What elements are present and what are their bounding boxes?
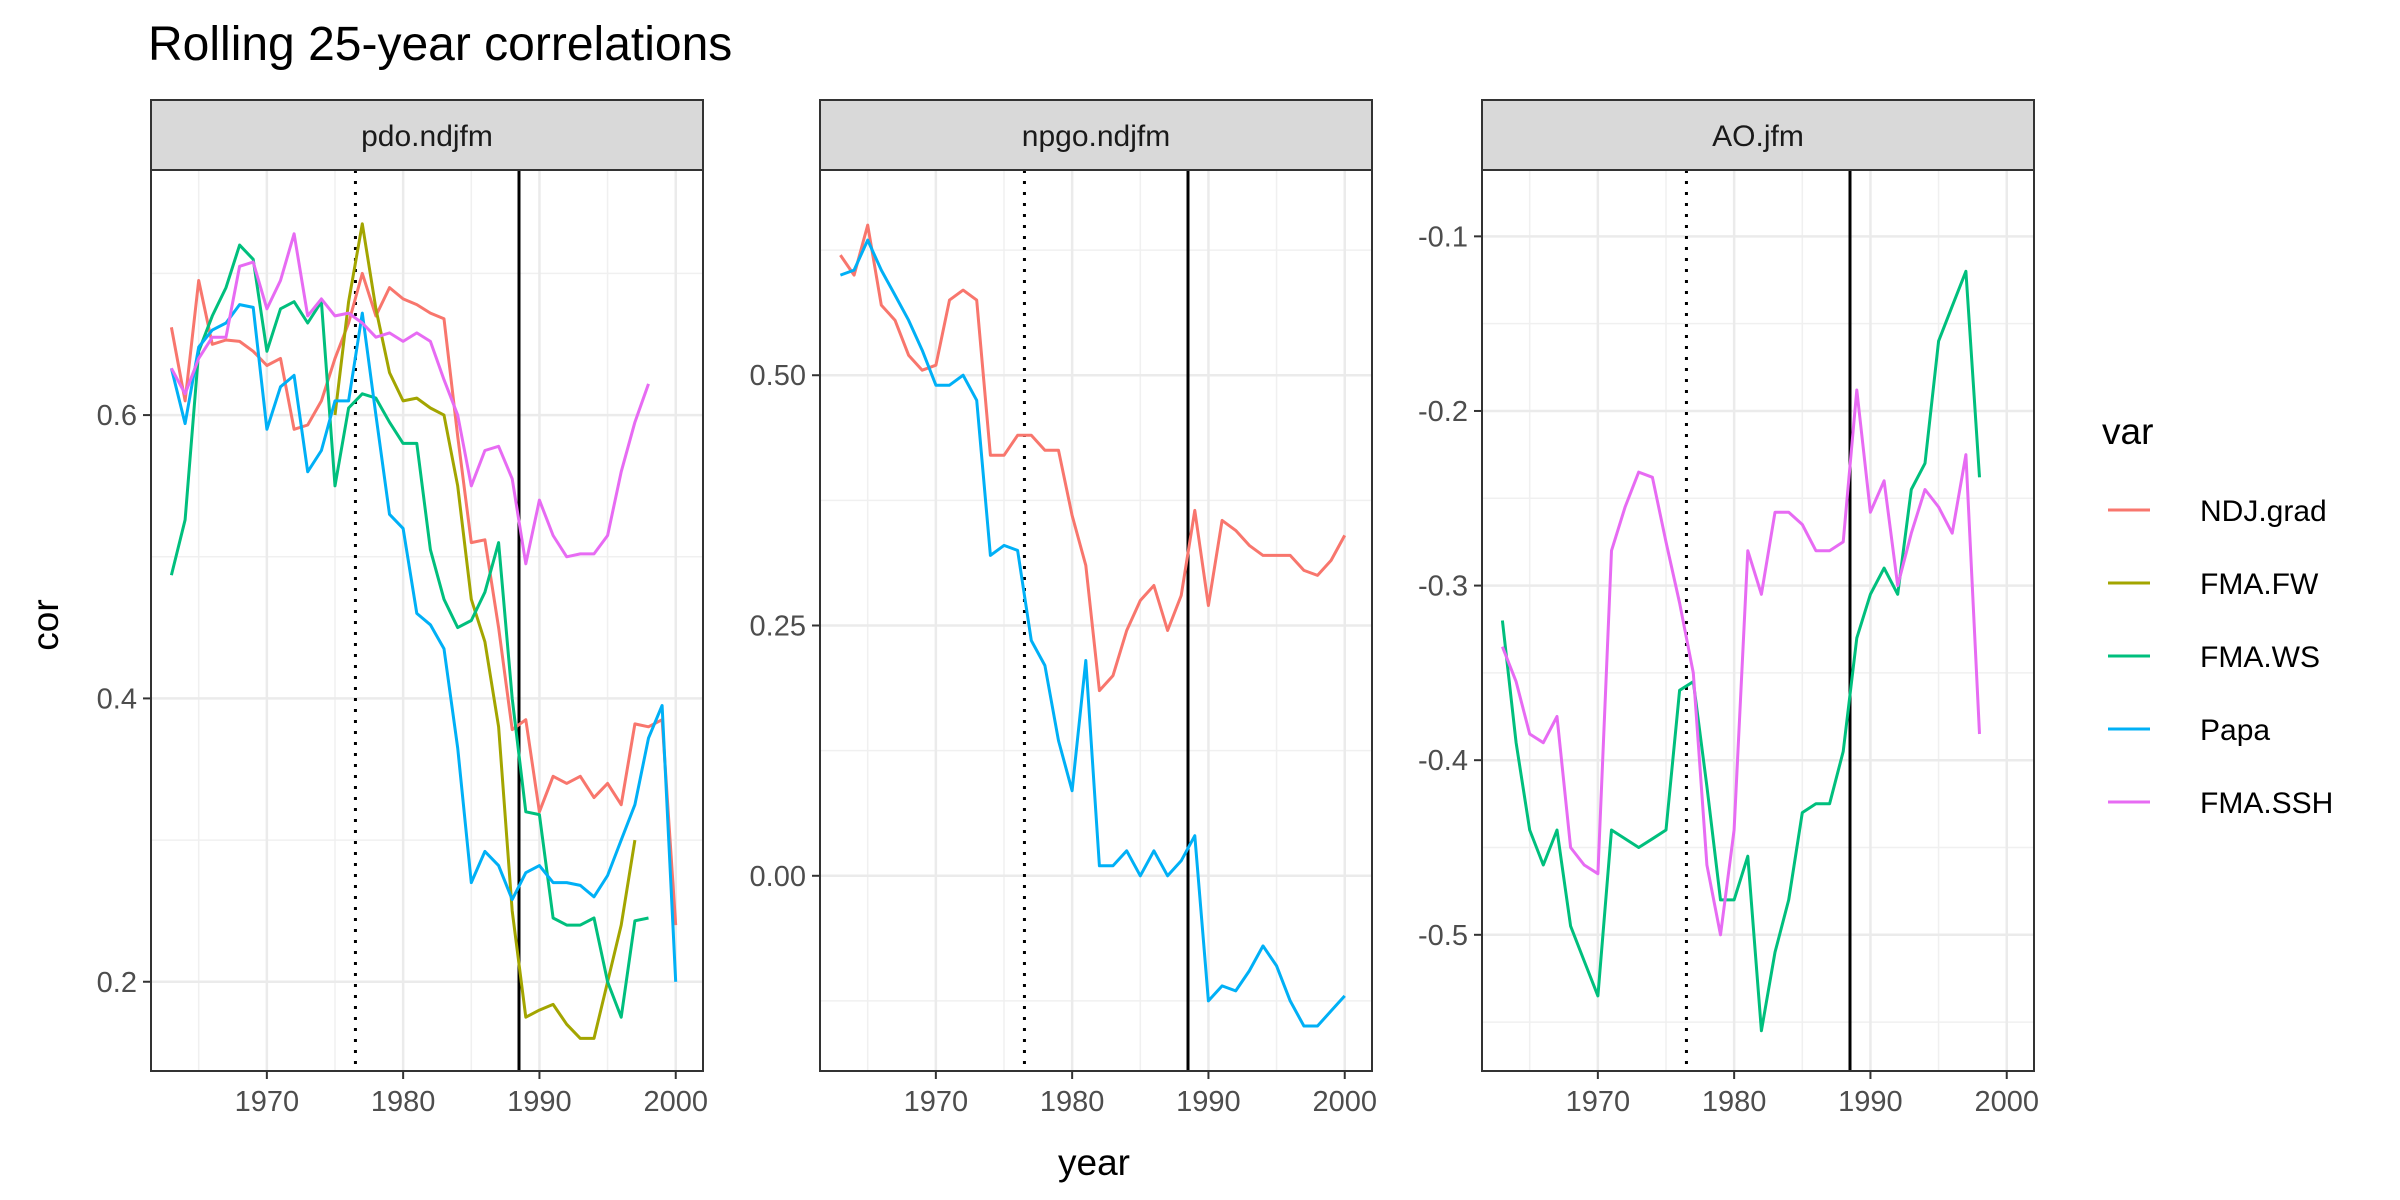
panel-border xyxy=(1481,169,2035,1072)
panel-background xyxy=(820,170,1372,1071)
x-tick-label: 1990 xyxy=(507,1086,572,1118)
facet-strip xyxy=(819,99,1373,171)
chart-title: Rolling 25-year correlations xyxy=(148,18,732,71)
legend-label: FMA.WS xyxy=(2200,641,2320,674)
y-tick-label: -0.5 xyxy=(1418,920,1468,952)
x-tick-label: 1980 xyxy=(371,1086,436,1118)
y-tick-label: 0.6 xyxy=(97,400,137,432)
panel-border xyxy=(150,169,704,1072)
legend-item: FMA.WS xyxy=(2108,641,2320,674)
x-tick-label: 1990 xyxy=(1176,1086,1241,1118)
x-tick-label: 1970 xyxy=(235,1086,300,1118)
x-tick-label: 1980 xyxy=(1040,1086,1105,1118)
panels: pdo.ndjfm 1970 1980 1990 2000 0.2 0.4 0.6 npgo.n… xyxy=(97,99,2039,1118)
panel-npgo-ndjfm: npgo.ndjfm 1970 1980 1990 2000 0.00 0.25 0.50 xyxy=(750,99,1377,1118)
facet-strip-label: AO.jfm xyxy=(1712,120,1804,153)
series-line-fma-ssh xyxy=(1501,388,1981,937)
legend-items: NDJ.grad FMA.FW FMA.WS Papa FMA.SSH xyxy=(2108,495,2333,820)
legend-item: NDJ.grad xyxy=(2108,495,2327,528)
y-tick-label: -0.1 xyxy=(1418,221,1468,253)
y-tick-label: 0.2 xyxy=(97,967,137,999)
facet-strip xyxy=(150,99,704,171)
series-line-fma-fw xyxy=(333,222,637,1040)
series-line-fma-ws xyxy=(169,243,649,1019)
legend-label: Papa xyxy=(2200,714,2270,747)
legend-label: FMA.SSH xyxy=(2200,787,2333,820)
x-tick-label: 1980 xyxy=(1702,1086,1767,1118)
y-tick-label: 0.50 xyxy=(750,360,806,392)
series-line-ndj-grad xyxy=(839,223,1347,693)
y-tick-label: 0.00 xyxy=(750,861,806,893)
legend-item: FMA.FW xyxy=(2108,568,2319,601)
legend: var NDJ.grad FMA.FW FMA.WS Papa FMA.SSH xyxy=(2102,411,2333,820)
legend-label: NDJ.grad xyxy=(2200,495,2327,528)
series-line-ndj-grad xyxy=(169,271,678,926)
x-tick-label: 1990 xyxy=(1838,1086,1903,1118)
legend-item: Papa xyxy=(2108,714,2270,747)
panel-AO-jfm: AO.jfm 1970 1980 1990 2000 -0.5 -0.4 -0.3 -0.2 -0… xyxy=(1418,99,2039,1118)
x-tick-label: 2000 xyxy=(1974,1086,2039,1118)
x-tick-label: 1970 xyxy=(904,1086,969,1118)
x-axis-title: year xyxy=(1058,1142,1130,1183)
legend-label: FMA.FW xyxy=(2200,568,2319,601)
y-tick-label: -0.3 xyxy=(1418,571,1468,603)
series-line-fma-ssh xyxy=(170,232,650,566)
legend-title: var xyxy=(2102,411,2153,452)
x-tick-label: 2000 xyxy=(1312,1086,1377,1118)
legend-item: FMA.SSH xyxy=(2108,787,2333,820)
y-tick-label: 0.25 xyxy=(750,611,806,643)
facet-strip xyxy=(1481,99,2035,171)
facet-strip-label: npgo.ndjfm xyxy=(1022,120,1170,153)
panel-pdo-ndjfm: pdo.ndjfm 1970 1980 1990 2000 0.2 0.4 0.6 xyxy=(97,99,708,1118)
panel-background xyxy=(1482,170,2034,1071)
y-tick-label: 0.4 xyxy=(97,683,137,715)
panel-border xyxy=(819,169,1373,1072)
x-tick-label: 2000 xyxy=(643,1086,708,1118)
series-line-papa xyxy=(839,238,1346,1028)
y-tick-label: -0.4 xyxy=(1418,745,1468,777)
y-axis-title: cor xyxy=(25,599,66,650)
x-tick-label: 1970 xyxy=(1566,1086,1631,1118)
series-line-papa xyxy=(169,303,678,982)
facet-strip-label: pdo.ndjfm xyxy=(361,120,493,153)
y-tick-label: -0.2 xyxy=(1418,396,1468,428)
